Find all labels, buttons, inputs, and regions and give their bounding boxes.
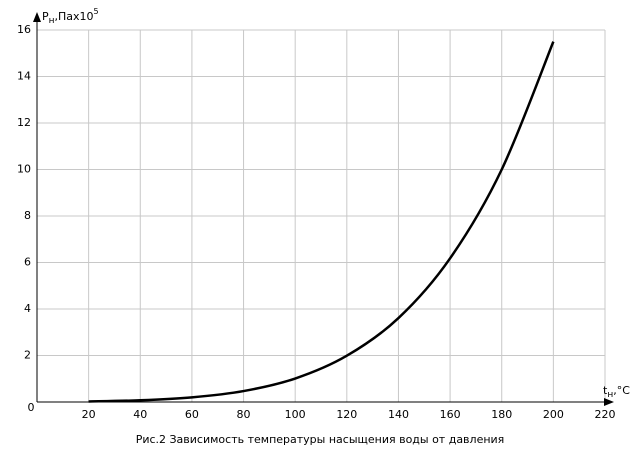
y-tick-label: 2 <box>24 349 31 362</box>
x-tick-label: 100 <box>285 408 306 421</box>
x-axis-label: tн,°C <box>603 384 630 400</box>
x-tick-label: 40 <box>133 408 147 421</box>
x-tick-label: 200 <box>543 408 564 421</box>
y-tick-label: 12 <box>17 116 31 129</box>
x-tick-label: 20 <box>82 408 96 421</box>
x-tick-label: 0 <box>28 401 35 414</box>
data-line <box>88 41 555 403</box>
y-axis-arrow <box>33 12 41 22</box>
x-axis-arrow <box>604 398 614 406</box>
y-tick-label: 14 <box>17 70 31 83</box>
y-axis-label: Pн,Паx105 <box>42 7 99 26</box>
x-tick-label: 120 <box>336 408 357 421</box>
y-tick-label: 10 <box>17 163 31 176</box>
x-tick-label: 140 <box>388 408 409 421</box>
x-tick-label: 80 <box>237 408 251 421</box>
x-tick-label: 180 <box>491 408 512 421</box>
y-tick-label: 6 <box>24 256 31 269</box>
x-tick-label: 160 <box>440 408 461 421</box>
y-tick-label: 8 <box>24 209 31 222</box>
x-tick-label: 60 <box>185 408 199 421</box>
x-tick-label: 220 <box>595 408 616 421</box>
chart-title: Рис.2 Зависимость температуры насыщения … <box>136 433 505 446</box>
y-tick-label: 4 <box>24 302 31 315</box>
y-tick-label: 16 <box>17 23 31 36</box>
